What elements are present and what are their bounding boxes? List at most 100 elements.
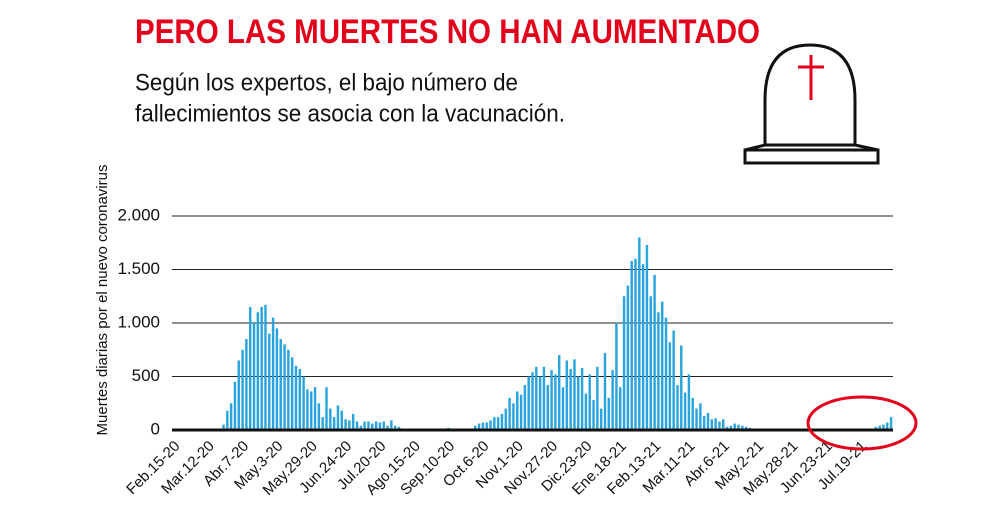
y-axis-title: Muertes diarias por el nuevo coronavirus [94,165,111,436]
bar [374,421,378,430]
bar [657,312,660,430]
bar [386,425,389,430]
bar [500,413,504,430]
bar [638,237,641,430]
bar [271,317,275,430]
bar [306,389,309,430]
bar [329,408,332,430]
bar [619,387,622,430]
bar [649,296,652,430]
bar [245,339,248,430]
bar [596,366,599,430]
bar [294,365,298,430]
bar [481,422,485,430]
highlight-ellipse [806,395,918,451]
bar [565,360,569,430]
bar [546,385,549,430]
bar [363,421,366,430]
bar [367,421,370,430]
bar [603,352,607,430]
bar [718,421,721,430]
bar [741,425,744,430]
bar [874,426,878,430]
bar [676,385,679,430]
bar [550,370,553,430]
bar [527,376,530,430]
bar [222,424,225,430]
bar [260,306,263,430]
bar [645,244,649,430]
bar [626,285,630,430]
y-tick-label: 1.000 [117,312,160,331]
bar [714,418,717,430]
bar [634,258,637,430]
bar [256,312,260,430]
bar [264,304,267,430]
bar [321,417,324,430]
bar [691,397,694,430]
bar [573,359,576,430]
bar [298,369,302,430]
plot: 05001.0001.5002.000Feb.15-20Mar.12-20Abr… [117,205,893,499]
bar [702,416,706,430]
bar [290,357,294,430]
bar [313,387,317,430]
bar [672,330,675,430]
bar [485,422,488,430]
bar [302,376,305,430]
bar [382,421,385,430]
bar [878,425,881,430]
bar [474,425,477,430]
bar [279,339,282,430]
bar [512,403,515,430]
bar [226,410,229,430]
bar [241,349,244,430]
bar [355,421,359,430]
bar [886,422,889,430]
bar [378,422,382,430]
bar [889,417,893,430]
bar [592,400,595,430]
bar [477,423,481,430]
bar [248,306,252,430]
bar [519,394,523,430]
bar [668,342,672,430]
bar [660,301,664,430]
bar [695,408,698,430]
y-tick-label: 2.000 [117,205,160,224]
bar [351,413,355,430]
bar [622,296,626,430]
bar [611,370,614,430]
bar [744,426,748,430]
bar [496,417,500,430]
bar [680,345,683,430]
chart-title: PERO LAS MUERTES NO HAN AUMENTADO [135,13,760,51]
y-tick-label: 1.500 [117,259,160,278]
bar [577,376,580,430]
bar [268,333,271,430]
bar [641,264,645,430]
bar [371,423,374,430]
bar [252,323,256,430]
bar [516,391,519,430]
bar [557,355,561,430]
bar [359,425,363,430]
bar [535,366,538,430]
bar [653,274,656,430]
bar [340,410,343,430]
bar [489,420,492,430]
bar [599,408,603,430]
bar [706,412,710,430]
bar [531,372,534,430]
bar [683,392,687,430]
bar [538,376,542,430]
bar [664,317,668,430]
bar [344,419,347,430]
bar [607,397,611,430]
bar [710,419,714,430]
bar [504,408,508,430]
bar [561,387,565,430]
bar [554,374,557,430]
